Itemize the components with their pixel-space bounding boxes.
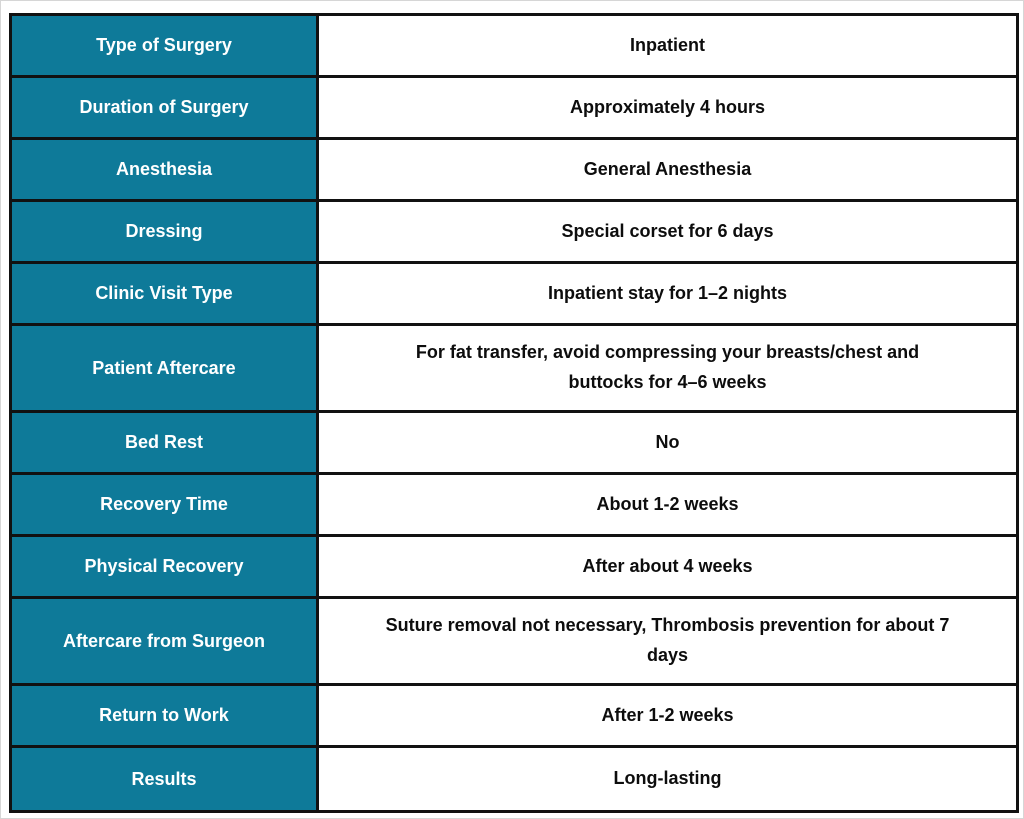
table-row: Return to Work After 1-2 weeks: [12, 686, 1016, 748]
row-value: Approximately 4 hours: [569, 96, 766, 117]
table-row: Physical Recovery After about 4 weeks: [12, 537, 1016, 599]
row-label-cell: Physical Recovery: [12, 537, 319, 596]
row-label-cell: Return to Work: [12, 686, 319, 745]
row-label: Type of Surgery: [96, 35, 232, 55]
row-value-cell: Long-lasting: [319, 748, 1016, 810]
row-value-cell: No: [319, 413, 1016, 472]
row-label: Physical Recovery: [84, 556, 244, 576]
table-row: Type of Surgery Inpatient: [12, 16, 1016, 78]
row-value: Long-lasting: [613, 768, 722, 789]
surgery-info-table: Type of Surgery Inpatient Duration of Su…: [9, 13, 1019, 813]
row-label-cell: Bed Rest: [12, 413, 319, 472]
row-value: No: [655, 431, 680, 452]
row-value-cell: Inpatient: [319, 16, 1016, 75]
row-value-cell: Suture removal not necessary, Thrombosis…: [319, 599, 1016, 683]
table-row: Recovery Time About 1-2 weeks: [12, 475, 1016, 537]
row-value-cell: For fat transfer, avoid compressing your…: [319, 326, 1016, 410]
row-label: Dressing: [125, 221, 203, 241]
row-value-cell: General Anesthesia: [319, 140, 1016, 199]
row-value: Suture removal not necessary, Thrombosis…: [385, 615, 950, 665]
row-label: Results: [131, 768, 197, 789]
table-row: Aftercare from Surgeon Suture removal no…: [12, 599, 1016, 686]
row-value: Inpatient stay for 1–2 nights: [547, 282, 788, 303]
row-value: Inpatient: [630, 34, 705, 55]
row-value: Special corset for 6 days: [561, 220, 774, 241]
row-label-cell: Duration of Surgery: [12, 78, 319, 137]
row-label-cell: Anesthesia: [12, 140, 319, 199]
row-value: After about 4 weeks: [582, 555, 753, 576]
row-label: Duration of Surgery: [79, 97, 249, 117]
row-label: Patient Aftercare: [92, 357, 236, 378]
table-row: Dressing Special corset for 6 days: [12, 202, 1016, 264]
row-label: Clinic Visit Type: [95, 283, 233, 303]
table-row: Anesthesia General Anesthesia: [12, 140, 1016, 202]
row-label: Recovery Time: [100, 494, 228, 514]
table-row: Duration of Surgery Approximately 4 hour…: [12, 78, 1016, 140]
table-row: Clinic Visit Type Inpatient stay for 1–2…: [12, 264, 1016, 326]
row-label-cell: Results: [12, 748, 319, 810]
row-label-cell: Clinic Visit Type: [12, 264, 319, 323]
row-value-cell: About 1-2 weeks: [319, 475, 1016, 534]
row-label-cell: Recovery Time: [12, 475, 319, 534]
row-label-cell: Aftercare from Surgeon: [12, 599, 319, 683]
row-label-cell: Type of Surgery: [12, 16, 319, 75]
table-row: Bed Rest No: [12, 413, 1016, 475]
table-row: Results Long-lasting: [12, 748, 1016, 810]
row-value-cell: Special corset for 6 days: [319, 202, 1016, 261]
row-value: After 1-2 weeks: [601, 704, 734, 725]
row-value-cell: After about 4 weeks: [319, 537, 1016, 596]
row-label-cell: Dressing: [12, 202, 319, 261]
row-label: Return to Work: [99, 705, 229, 725]
row-value: For fat transfer, avoid compressing your…: [415, 342, 920, 392]
row-label-cell: Patient Aftercare: [12, 326, 319, 410]
row-label: Bed Rest: [124, 432, 204, 452]
row-label: Aftercare from Surgeon: [62, 630, 266, 651]
table-row: Patient Aftercare For fat transfer, avoi…: [12, 326, 1016, 413]
row-value: About 1-2 weeks: [596, 493, 739, 514]
row-value-cell: Inpatient stay for 1–2 nights: [319, 264, 1016, 323]
row-value: General Anesthesia: [583, 158, 752, 179]
row-value-cell: After 1-2 weeks: [319, 686, 1016, 745]
row-label: Anesthesia: [115, 159, 213, 179]
row-value-cell: Approximately 4 hours: [319, 78, 1016, 137]
